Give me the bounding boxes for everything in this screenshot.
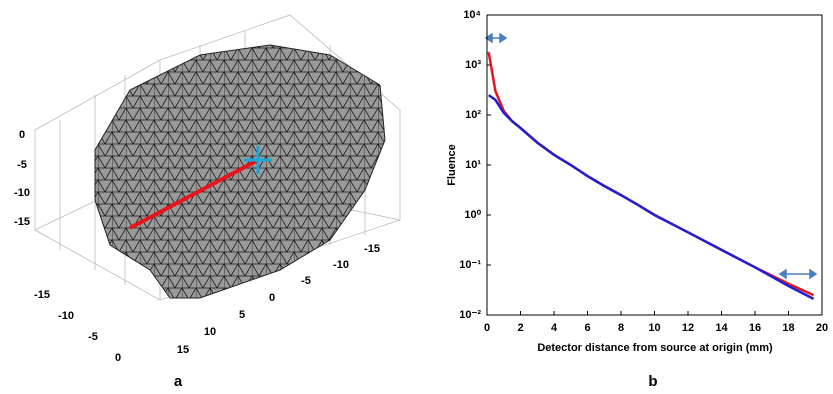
axis-tick-label: 0 (115, 352, 121, 364)
plot-frame (487, 15, 822, 315)
figure: a b Detector distance from source at ori… (0, 0, 833, 394)
y-tick-label: 10¹ (465, 159, 481, 171)
axis-tick-label: -15 (34, 289, 50, 301)
axis-tick-label: -10 (14, 187, 30, 199)
x-tick-label: 16 (749, 322, 761, 334)
axis-tick-label: 0 (19, 129, 25, 141)
panel-label: b (648, 373, 657, 390)
y-tick-label: 10² (465, 109, 481, 121)
y-axis-label: Fluence (446, 144, 458, 186)
y-tick-label: 10⁻² (459, 309, 481, 321)
axis-tick-label: 10 (204, 326, 216, 338)
line-series (489, 52, 814, 295)
axis-tick-label: -5 (88, 331, 98, 343)
y-tick-label: 10³ (465, 59, 481, 71)
axis-tick-label: -15 (14, 216, 30, 228)
axis-tick-label: -10 (58, 310, 74, 322)
x-tick-label: 2 (517, 322, 523, 334)
x-tick-label: 18 (782, 322, 794, 334)
x-axis-label: Detector distance from source at origin … (537, 342, 773, 354)
axis-tick-label: 15 (177, 344, 189, 356)
axis-tick-label: 5 (239, 309, 245, 321)
x-tick-label: 14 (715, 322, 728, 334)
x-tick-label: 10 (648, 322, 660, 334)
axis-tick-label: -15 (364, 243, 380, 255)
x-tick-label: 6 (584, 322, 590, 334)
y-tick-label: 10⁻¹ (459, 259, 481, 271)
y-tick-label: 10⁰ (464, 209, 481, 221)
axis-tick-label: -5 (301, 275, 311, 287)
axis-tick-label: 0 (269, 292, 275, 304)
axis-tick-label: -5 (17, 159, 27, 171)
y-tick-label: 10⁴ (463, 9, 481, 21)
axis-tick-label: -10 (333, 259, 349, 271)
x-tick-label: 20 (816, 322, 828, 334)
range-arrows (486, 34, 816, 278)
panel-label: a (174, 373, 183, 390)
x-tick-label: 0 (484, 322, 490, 334)
x-tick-label: 8 (618, 322, 624, 334)
x-tick-label: 12 (682, 322, 694, 334)
line-series (489, 95, 814, 299)
x-tick-label: 4 (551, 322, 558, 334)
